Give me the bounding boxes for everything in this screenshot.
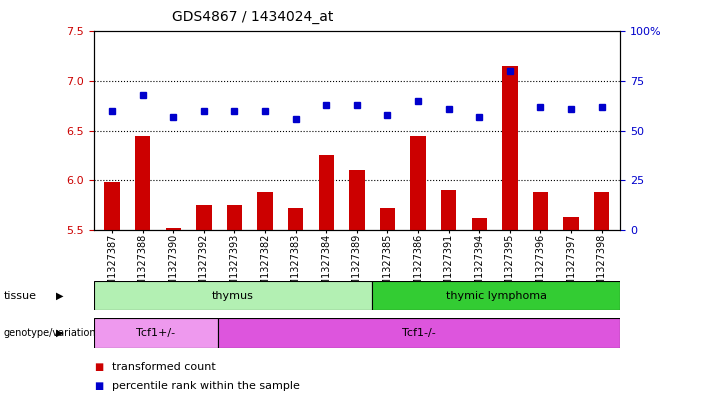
Bar bbox=[319, 156, 334, 230]
Text: transformed count: transformed count bbox=[112, 362, 216, 373]
Bar bbox=[105, 182, 120, 230]
Text: Tcf1+/-: Tcf1+/- bbox=[136, 328, 175, 338]
Bar bbox=[533, 192, 548, 230]
Text: percentile rank within the sample: percentile rank within the sample bbox=[112, 381, 300, 391]
Text: ■: ■ bbox=[94, 381, 103, 391]
Text: ■: ■ bbox=[94, 362, 103, 373]
Text: thymic lymphoma: thymic lymphoma bbox=[446, 291, 547, 301]
Bar bbox=[196, 205, 211, 230]
Bar bbox=[227, 205, 242, 230]
Text: ▶: ▶ bbox=[56, 328, 63, 338]
Bar bbox=[441, 190, 456, 230]
Bar bbox=[410, 136, 425, 230]
Text: Tcf1-/-: Tcf1-/- bbox=[402, 328, 435, 338]
Text: genotype/variation: genotype/variation bbox=[4, 328, 96, 338]
Bar bbox=[166, 228, 181, 230]
Bar bbox=[94, 281, 372, 310]
Bar bbox=[563, 217, 579, 230]
Bar bbox=[380, 208, 395, 230]
Bar bbox=[288, 208, 304, 230]
Bar bbox=[503, 66, 518, 230]
Bar bbox=[218, 318, 620, 348]
Text: tissue: tissue bbox=[4, 291, 37, 301]
Bar bbox=[594, 192, 609, 230]
Text: ▶: ▶ bbox=[56, 291, 63, 301]
Text: GDS4867 / 1434024_at: GDS4867 / 1434024_at bbox=[172, 10, 333, 24]
Bar bbox=[94, 318, 218, 348]
Bar bbox=[372, 281, 620, 310]
Bar bbox=[257, 192, 273, 230]
Bar bbox=[349, 171, 365, 230]
Bar bbox=[472, 218, 487, 230]
Bar bbox=[135, 136, 151, 230]
Text: thymus: thymus bbox=[212, 291, 254, 301]
